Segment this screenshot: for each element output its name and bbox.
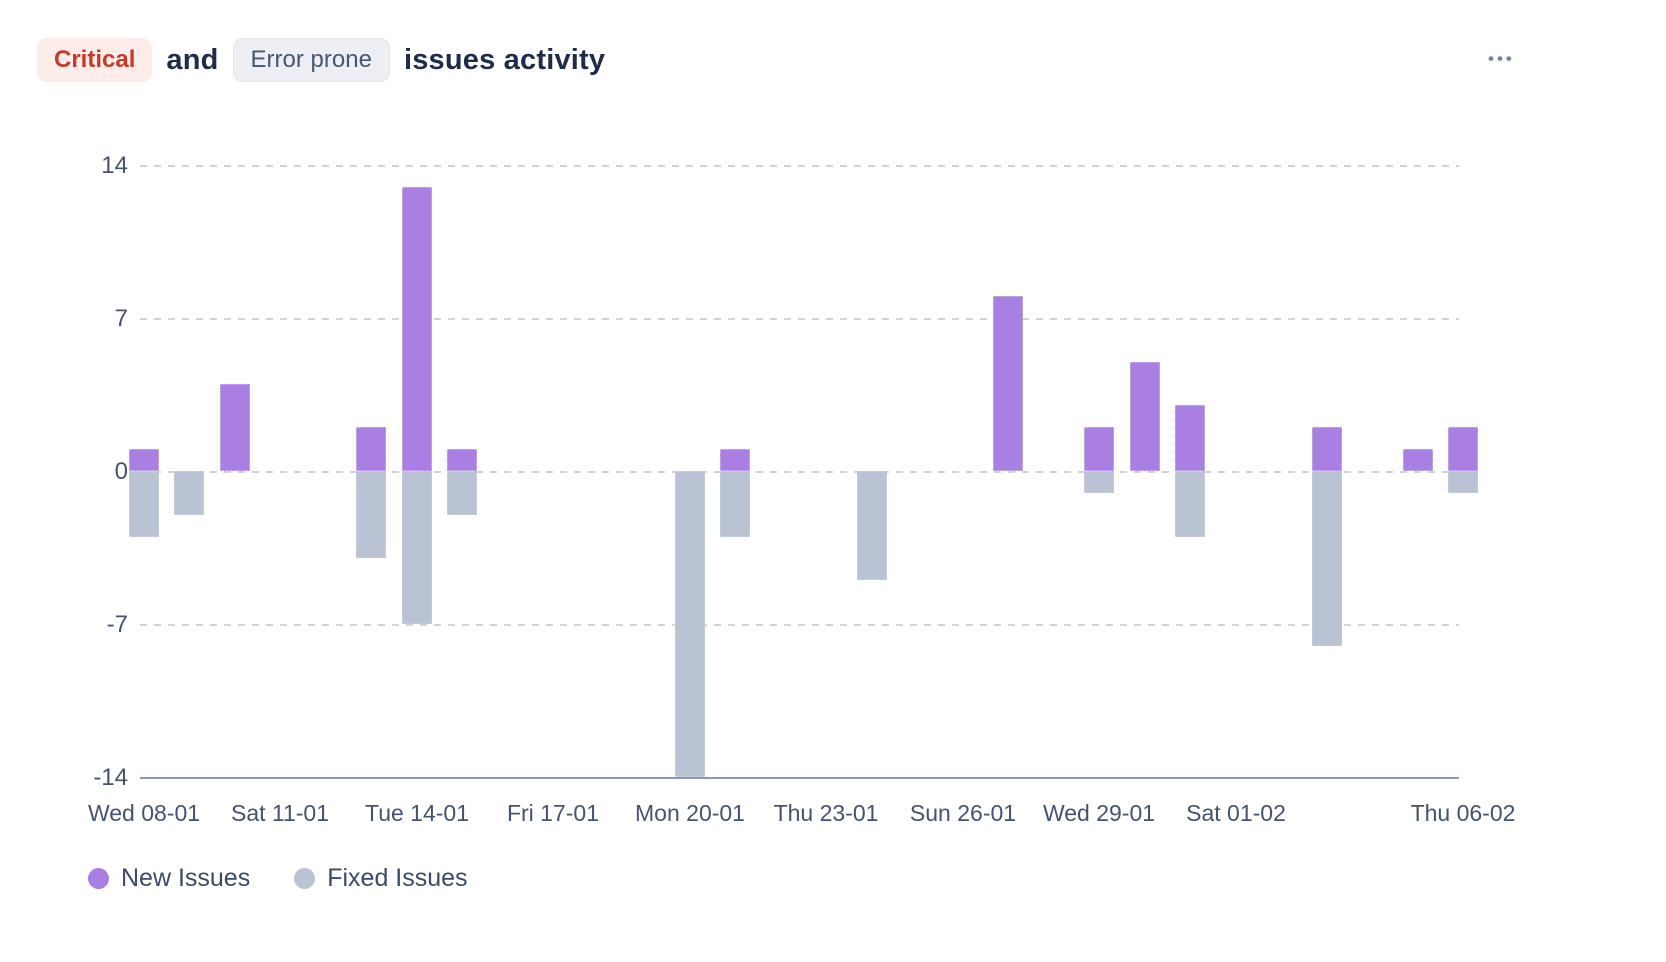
legend-item-new-issues[interactable]: New Issues: [88, 864, 250, 893]
bar-fixed-issues-thu-06-02[interactable]: [1448, 471, 1478, 493]
bar-fixed-issues-mon-20-01[interactable]: [675, 471, 705, 777]
y-tick-label--7: -7: [106, 611, 128, 638]
bar-fixed-issues-wed-08-01[interactable]: [129, 471, 159, 537]
x-tick-label-mon-20-01: Mon 20-01: [635, 800, 745, 826]
bar-fixed-issues-mon-03-02[interactable]: [1312, 471, 1342, 646]
bar-fixed-issues-fri-31-01[interactable]: [1175, 471, 1205, 537]
bar-new-issues-fri-31-01[interactable]: [1175, 405, 1205, 471]
bar-new-issues-fri-10-01[interactable]: [220, 384, 250, 471]
x-tick-label-thu-06-02: Thu 06-02: [1410, 800, 1516, 826]
bar-new-issues-tue-14-01[interactable]: [402, 187, 432, 471]
x-tick-label-wed-29-01: Wed 29-01: [1042, 800, 1156, 826]
x-tick-label-thu-23-01: Thu 23-01: [773, 800, 879, 826]
bar-new-issues-mon-03-02[interactable]: [1312, 427, 1342, 471]
x-tick-label-sat-01-02: Sat 01-02: [1186, 800, 1286, 826]
legend-dot: [88, 868, 109, 889]
bar-fixed-issues-thu-09-01[interactable]: [174, 471, 204, 515]
bar-new-issues-wed-08-01[interactable]: [129, 449, 159, 471]
badge-critical[interactable]: Critical: [37, 38, 153, 82]
y-tick-label-14: 14: [101, 152, 128, 179]
gridline-y14: [140, 165, 1459, 167]
bar-new-issues-thu-06-02[interactable]: [1448, 427, 1478, 471]
chart-title: Critical and Error prone issues activity: [37, 38, 605, 82]
bar-new-issues-thu-30-01[interactable]: [1130, 362, 1160, 471]
gridline-y0: [140, 471, 1459, 473]
x-axis-line: [140, 777, 1459, 779]
x-tick-label-tue-14-01: Tue 14-01: [365, 800, 469, 826]
y-tick-label--14: -14: [93, 764, 128, 791]
bar-new-issues-wed-29-01[interactable]: [1084, 427, 1114, 471]
title-suffix: issues activity: [403, 43, 606, 76]
bar-fixed-issues-tue-21-01[interactable]: [720, 471, 750, 537]
bar-fixed-issues-wed-29-01[interactable]: [1084, 471, 1114, 493]
x-tick-label-wed-08-01: Wed 08-01: [87, 800, 201, 826]
ellipsis-icon[interactable]: •••: [1488, 49, 1515, 68]
gridline-y7: [140, 318, 1459, 320]
legend-item-fixed-issues[interactable]: Fixed Issues: [294, 864, 468, 893]
x-tick-label-fri-17-01: Fri 17-01: [506, 800, 600, 826]
y-tick-label-7: 7: [114, 305, 128, 332]
y-tick-label-0: 0: [114, 458, 128, 485]
bar-fixed-issues-wed-15-01[interactable]: [447, 471, 477, 515]
bar-new-issues-tue-21-01[interactable]: [720, 449, 750, 471]
bar-new-issues-mon-13-01[interactable]: [356, 427, 386, 471]
bar-new-issues-mon-27-01[interactable]: [993, 296, 1023, 471]
chart-legend: New Issues Fixed Issues: [88, 864, 468, 893]
legend-label: New Issues: [121, 864, 251, 892]
gridline-y-7: [140, 624, 1459, 626]
legend-dot: [294, 868, 316, 889]
bar-fixed-issues-tue-14-01[interactable]: [402, 471, 432, 624]
bar-fixed-issues-mon-13-01[interactable]: [356, 471, 386, 558]
legend-label: Fixed Issues: [327, 864, 468, 892]
x-tick-label-sat-11-01: Sat 11-01: [230, 800, 330, 826]
badge-error-prone[interactable]: Error prone: [232, 38, 390, 82]
x-tick-label-sun-26-01: Sun 26-01: [909, 800, 1017, 826]
title-connector: and: [166, 43, 219, 76]
bar-fixed-issues-fri-24-01[interactable]: [857, 471, 887, 580]
bar-new-issues-wed-15-01[interactable]: [447, 449, 477, 471]
bar-new-issues-wed-05-02[interactable]: [1403, 449, 1433, 471]
